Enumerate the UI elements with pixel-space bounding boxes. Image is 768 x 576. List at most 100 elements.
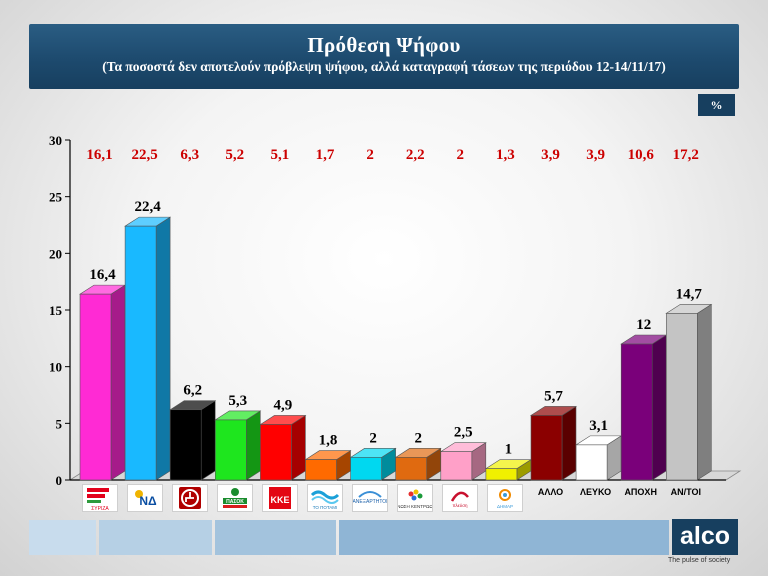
bar-value-label: 22,4 (134, 199, 161, 215)
y-tick-label: 20 (49, 246, 62, 261)
bar-value-label: 5,3 (228, 393, 247, 409)
golden-dawn-logo-graphic (178, 487, 201, 509)
bar-value-label: 1,8 (319, 433, 338, 449)
bar-side (291, 414, 306, 481)
bar-value-label: 4,9 (274, 397, 293, 413)
y-tick-label: 30 (49, 133, 62, 148)
bar (260, 424, 292, 481)
previous-value-label: 2 (457, 147, 465, 163)
y-tick-label: 25 (49, 190, 63, 205)
svg-text:ΤΟ ΠΟΤΑΜΙ: ΤΟ ΠΟΤΑΜΙ (313, 505, 338, 510)
bar-value-label: 5,7 (544, 388, 563, 404)
alco-tagline: The pulse of society (668, 557, 731, 564)
previous-value-label: 1,7 (316, 147, 335, 163)
x-tick-label: ΛΕΥΚΟ (580, 487, 611, 497)
svg-text:ΑΝΕΞΑΡΤΗΤΟΙ: ΑΝΕΞΑΡΤΗΤΟΙ (353, 499, 387, 505)
y-tick-label: 15 (49, 303, 63, 318)
svg-text:ΔΗΜΑΡ: ΔΗΜΑΡ (497, 504, 513, 509)
bar-value-label: 3,1 (589, 418, 608, 434)
bar (79, 293, 112, 481)
syriza-logo: ΣΥΡΙΖΑ (81, 484, 118, 512)
previous-value-label: 3,9 (541, 147, 560, 163)
bar-value-label: 12 (636, 317, 651, 333)
anel-logo: ΑΝΕΞΑΡΤΗΤΟΙ (352, 484, 389, 512)
bar-side (155, 216, 171, 481)
anel-logo-graphic: ΑΝΕΞΑΡΤΗΤΟΙ (353, 491, 387, 505)
previous-value-label: 5,2 (225, 147, 244, 163)
previous-value-label: 17,2 (673, 147, 699, 163)
bar-value-label: 2 (414, 430, 422, 446)
footer-strip-4 (339, 520, 669, 555)
bar-side (246, 410, 261, 481)
bar-side (696, 303, 712, 481)
previous-value-label: 2 (366, 147, 374, 163)
dimar-logo-graphic: ΔΗΜΑΡ (497, 489, 513, 509)
bar (530, 415, 563, 481)
footer-strip-1 (29, 520, 96, 555)
nd-logo-graphic: ΝΔ (134, 490, 157, 508)
x-tick-label: ΑΠΟΧΗ (624, 487, 657, 497)
y-tick-label: 0 (56, 473, 63, 488)
kke-logo: ΚΚΕ (261, 484, 298, 512)
bar (350, 457, 382, 481)
enosi-kentroon-logo: ΕΝΩΣΗ ΚΕΝΤΡΩΩΝ (397, 484, 434, 512)
alco-logo: alco (672, 519, 738, 555)
bar (395, 457, 428, 481)
previous-value-label: 10,6 (628, 147, 655, 163)
bar-value-label: 16,4 (89, 267, 116, 283)
chart-title: Πρόθεση Ψήφου (307, 33, 461, 57)
svg-text:ΕΝΩΣΗ ΚΕΝΤΡΩΩΝ: ΕΝΩΣΗ ΚΕΝΤΡΩΩΝ (398, 504, 432, 509)
bar (305, 459, 337, 481)
previous-value-label: 2,2 (406, 147, 425, 163)
previous-value-label: 1,3 (496, 147, 515, 163)
bar (169, 409, 202, 481)
bar-side (110, 284, 126, 481)
svg-text:ΝΔ: ΝΔ (139, 494, 157, 508)
previous-value-label: 16,1 (86, 147, 112, 163)
bar (440, 451, 473, 481)
footer-strip-3 (215, 520, 336, 555)
x-tick-label: ΑΛΛΟ (538, 487, 563, 497)
pasok-logo-graphic: ΠΑΣΟΚ (222, 488, 247, 508)
bar (485, 468, 518, 481)
bar-side (561, 405, 577, 481)
bar (124, 225, 157, 481)
enosi-kentroon-logo-graphic: ΕΝΩΣΗ ΚΕΝΤΡΩΩΝ (398, 489, 432, 509)
potami-logo: ΤΟ ΠΟΤΑΜΙ (307, 484, 343, 512)
plefsi-eleftherias-logo: πλεύση (442, 484, 479, 512)
svg-text:πλεύση: πλεύση (453, 502, 469, 508)
pasok-logo: ΠΑΣΟΚ (216, 484, 253, 512)
bar-value-label: 2,5 (454, 425, 473, 441)
bar-value-label: 6,2 (183, 383, 202, 399)
svg-text:ΣΥΡΙΖΑ: ΣΥΡΙΖΑ (91, 506, 109, 511)
previous-value-label: 5,1 (271, 147, 290, 163)
bar-side (200, 400, 216, 481)
previous-value-label: 3,9 (586, 147, 605, 163)
previous-value-label: 22,5 (131, 147, 157, 163)
chart-subtitle: (Τα ποσοστά δεν αποτελούν πρόβλεψη ψήφου… (102, 59, 666, 74)
footer-strip-2 (99, 520, 212, 555)
dimar-logo: ΔΗΜΑΡ (487, 484, 524, 512)
y-tick-label: 5 (56, 416, 63, 431)
svg-text:ΚΚΕ: ΚΚΕ (270, 495, 289, 505)
bar-value-label: 1 (505, 442, 513, 458)
x-tick-label: ΑΝ/ΤΟΙ (671, 487, 701, 497)
bar (575, 444, 608, 481)
plefsi-eleftherias-logo-graphic: πλεύση (451, 491, 470, 508)
bar (215, 419, 247, 481)
syriza-logo-graphic: ΣΥΡΙΖΑ (86, 488, 109, 511)
previous-value-label: 6,3 (180, 147, 199, 163)
bar (620, 343, 653, 481)
percent-badge: % (698, 94, 735, 116)
chart-header: Πρόθεση Ψήφου (Τα ποσοστά δεν αποτελούν … (29, 24, 739, 89)
golden-dawn-logo (171, 484, 208, 512)
bar-value-label: 2 (369, 430, 377, 446)
bar (665, 313, 698, 481)
nd-logo: ΝΔ (126, 484, 163, 512)
bar-value-label: 14,7 (676, 286, 703, 302)
potami-logo-graphic: ΤΟ ΠΟΤΑΜΙ (310, 490, 340, 510)
y-tick-label: 10 (49, 360, 62, 375)
svg-text:ΠΑΣΟΚ: ΠΑΣΟΚ (226, 499, 244, 505)
kke-logo-graphic: ΚΚΕ (268, 487, 291, 509)
